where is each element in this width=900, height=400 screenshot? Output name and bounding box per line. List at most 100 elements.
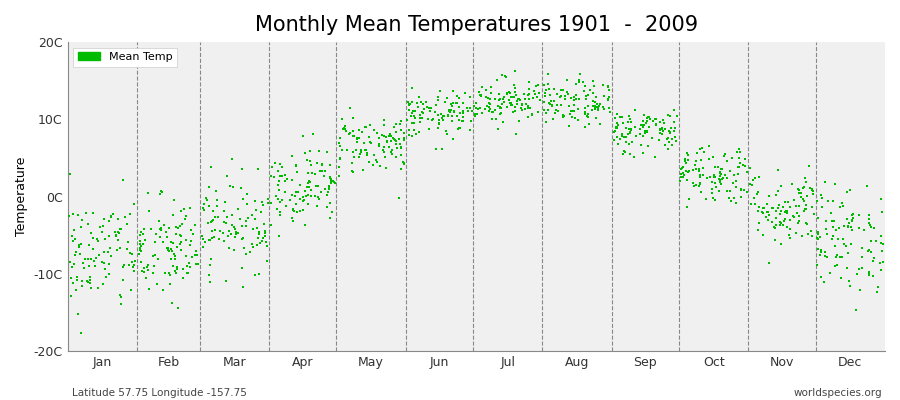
- Point: [572, 105, 586, 112]
- Point: [525, 111, 539, 118]
- Point: [751, 208, 765, 214]
- Point: [840, 265, 854, 272]
- Point: [468, 111, 482, 117]
- Point: [688, 162, 702, 168]
- Point: [442, 108, 456, 114]
- Point: [251, 231, 266, 238]
- Point: [652, 137, 666, 143]
- Point: [435, 146, 449, 152]
- Point: [412, 112, 427, 118]
- Point: [323, 174, 338, 180]
- Point: [597, 93, 611, 100]
- Point: [397, 160, 411, 167]
- Point: [622, 129, 636, 135]
- Point: [449, 100, 464, 106]
- Point: [146, 253, 160, 260]
- Point: [692, 166, 706, 172]
- Point: [572, 77, 586, 83]
- Point: [756, 232, 770, 238]
- Point: [711, 176, 725, 182]
- Point: [673, 178, 688, 184]
- Point: [348, 147, 363, 153]
- Point: [593, 100, 608, 107]
- Point: [706, 174, 721, 180]
- Point: [468, 105, 482, 111]
- Point: [580, 92, 595, 98]
- Point: [680, 204, 694, 210]
- Point: [311, 196, 326, 202]
- Point: [653, 119, 668, 125]
- Point: [370, 159, 384, 166]
- Point: [310, 183, 325, 189]
- Point: [225, 184, 239, 190]
- Point: [373, 135, 387, 141]
- Point: [117, 214, 131, 220]
- Point: [521, 78, 535, 85]
- Point: [624, 119, 638, 125]
- Point: [504, 100, 518, 106]
- Point: [493, 105, 508, 111]
- Point: [335, 147, 349, 153]
- Point: [691, 183, 706, 189]
- Point: [503, 100, 517, 106]
- Point: [773, 210, 788, 217]
- Point: [578, 110, 592, 117]
- Point: [778, 208, 793, 214]
- Point: [473, 104, 488, 111]
- Point: [360, 152, 374, 158]
- Point: [613, 136, 627, 142]
- Point: [69, 277, 84, 283]
- Point: [98, 266, 112, 272]
- Point: [573, 70, 588, 77]
- Point: [804, 227, 818, 234]
- Point: [699, 175, 714, 181]
- Point: [408, 108, 422, 114]
- Point: [446, 102, 460, 109]
- Point: [364, 140, 378, 146]
- Point: [69, 274, 84, 280]
- Point: [384, 148, 399, 155]
- Point: [453, 124, 467, 131]
- Point: [626, 139, 640, 146]
- Point: [493, 110, 508, 116]
- Point: [515, 100, 529, 107]
- Point: [712, 188, 726, 194]
- Point: [752, 220, 766, 226]
- Point: [96, 216, 111, 222]
- Point: [769, 192, 783, 198]
- Point: [617, 149, 632, 155]
- Point: [513, 96, 527, 103]
- Point: [298, 188, 312, 194]
- Point: [759, 214, 773, 220]
- Point: [403, 101, 418, 107]
- Point: [733, 149, 747, 155]
- Point: [588, 99, 602, 105]
- Point: [482, 104, 497, 110]
- Point: [251, 235, 266, 241]
- Point: [470, 111, 484, 117]
- Point: [729, 178, 743, 184]
- Point: [680, 169, 695, 175]
- Point: [286, 208, 301, 214]
- Point: [295, 194, 310, 200]
- Point: [635, 122, 650, 128]
- Point: [76, 260, 90, 266]
- Point: [796, 208, 811, 214]
- Point: [228, 226, 242, 233]
- Point: [300, 157, 314, 164]
- Point: [789, 202, 804, 209]
- Point: [613, 114, 627, 120]
- Point: [292, 181, 307, 188]
- Point: [876, 241, 890, 248]
- Point: [356, 167, 371, 174]
- Point: [724, 155, 739, 161]
- Point: [234, 236, 248, 242]
- Point: [649, 121, 663, 127]
- Point: [284, 215, 299, 221]
- Point: [455, 108, 470, 115]
- Point: [608, 137, 622, 144]
- Point: [405, 110, 419, 116]
- Point: [497, 99, 511, 106]
- Point: [437, 99, 452, 105]
- Point: [774, 183, 788, 190]
